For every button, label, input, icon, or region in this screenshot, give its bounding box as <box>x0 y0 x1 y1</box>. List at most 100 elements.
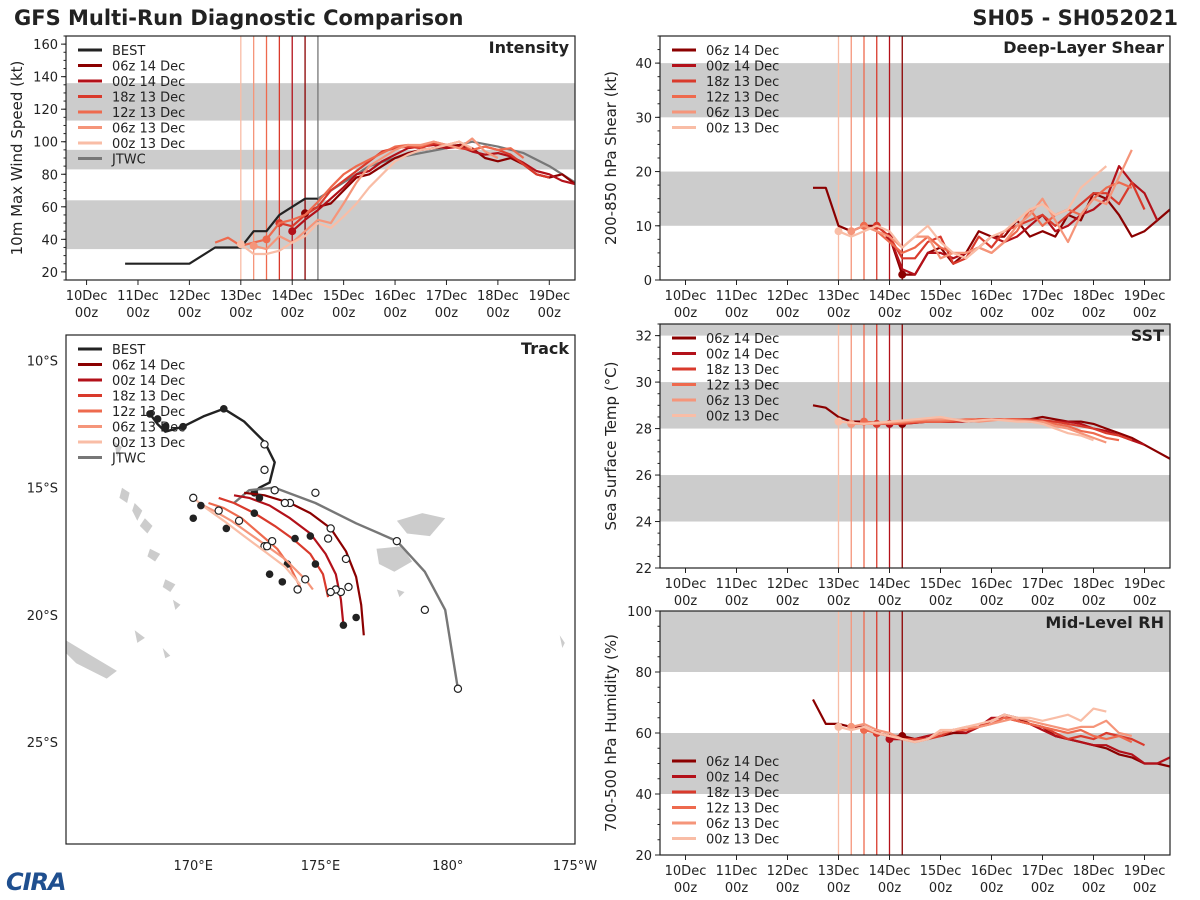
legend-label: 00z 13 Dec <box>706 833 779 848</box>
x-tick-label-date: 12Dec <box>767 289 809 304</box>
series-marker <box>834 417 843 426</box>
x-tick-label-date: 13Dec <box>818 864 860 879</box>
island <box>66 640 117 679</box>
track-open-dot <box>344 582 353 592</box>
plot-content <box>812 611 1170 855</box>
x-tick-label-hour: 00z <box>178 306 202 321</box>
track-open-dot <box>234 516 244 525</box>
lat-tick-label: 20°S <box>27 609 58 624</box>
x-tick-label-hour: 00z <box>1082 594 1106 609</box>
track-open-dot <box>323 534 333 543</box>
island <box>139 518 153 534</box>
track-dot <box>265 570 274 579</box>
shade-band <box>660 324 1170 336</box>
shade-band <box>660 63 1170 118</box>
track-dot <box>153 415 162 423</box>
island <box>162 579 176 592</box>
x-tick-label-date: 11Dec <box>716 289 758 304</box>
legend-label: 12z 13 Dec <box>706 802 779 817</box>
lon-tick-label: 170°E <box>173 859 213 874</box>
x-tick-label-date: 14Dec <box>869 289 911 304</box>
x-tick-label-date: 10Dec <box>66 289 108 304</box>
series-marker <box>249 241 258 250</box>
x-tick-label-date: 15Dec <box>323 289 365 304</box>
plot-content <box>813 36 1170 280</box>
shade-band <box>660 611 1170 672</box>
legend-label: 12z 13 Dec <box>112 106 185 121</box>
legend-label: 00z 13 Dec <box>706 410 779 425</box>
island <box>376 546 413 572</box>
track-dot <box>306 532 315 540</box>
track-dot <box>339 621 348 629</box>
legend-label: 06z 13 Dec <box>706 106 779 121</box>
series-marker <box>847 227 856 236</box>
lat-tick-label: 25°S <box>27 736 58 751</box>
x-tick-label-date: 17Dec <box>1022 864 1064 879</box>
x-tick-label-date: 12Dec <box>767 864 809 879</box>
plot-content <box>812 324 1170 568</box>
x-tick-label-date: 15Dec <box>920 289 962 304</box>
x-tick-label-date: 17Dec <box>1022 289 1064 304</box>
x-tick-label-hour: 00z <box>674 594 698 609</box>
x-tick-label-hour: 00z <box>827 594 851 609</box>
x-tick-label-date: 11Dec <box>716 864 758 879</box>
legend-label: 06z 14 Dec <box>706 755 779 770</box>
legend-label: 06z 14 Dec <box>112 60 185 75</box>
panel-title: Intensity <box>489 38 570 57</box>
y-tick-label: 30 <box>635 376 652 391</box>
track-dot <box>311 560 320 568</box>
track-open-dot <box>293 585 302 594</box>
map-frame <box>65 334 576 845</box>
series-marker <box>288 227 297 236</box>
legend-label: 18z 13 Dec <box>112 91 185 106</box>
track-line <box>149 407 276 494</box>
x-tick-label-date: 12Dec <box>169 289 211 304</box>
series-line <box>838 415 1094 442</box>
x-tick-label-hour: 00z <box>776 306 800 321</box>
track-open-dot <box>214 506 223 515</box>
x-tick-label-hour: 00z <box>75 306 99 321</box>
x-tick-label-date: 15Dec <box>920 577 962 592</box>
x-tick-label-hour: 00z <box>1133 594 1157 609</box>
y-tick-label: 26 <box>635 469 652 484</box>
legend-label: 06z 13 Dec <box>706 394 779 409</box>
x-tick-label-date: 19Dec <box>528 289 570 304</box>
shade-band <box>660 171 1170 226</box>
x-tick-label-date: 13Dec <box>220 289 262 304</box>
y-tick-label: 22 <box>635 562 652 577</box>
legend-label: 06z 14 Dec <box>112 359 185 374</box>
x-tick-label-hour: 00z <box>929 881 953 896</box>
plot-frame <box>659 323 1171 569</box>
track-open-dot <box>267 536 277 546</box>
y-axis-label: 200-850 hPa Shear (kt) <box>602 71 620 245</box>
x-tick-label-hour: 00z <box>929 594 953 609</box>
plot-content <box>125 36 575 280</box>
legend-label: 00z 14 Dec <box>112 75 185 90</box>
island <box>119 487 130 503</box>
track-open-dot <box>280 498 290 508</box>
lon-tick-label: 175°W <box>553 859 597 874</box>
x-tick-label-date: 14Dec <box>869 864 911 879</box>
lat-tick-label: 15°S <box>27 482 58 497</box>
legend-label: 18z 13 Dec <box>706 363 779 378</box>
x-tick-label-date: 17Dec <box>1022 577 1064 592</box>
intensity-panel: 20 40 60 80 100 120 140 160 10Dec 00z 11Dec 00z 12De… <box>8 35 576 321</box>
series-line <box>888 165 1159 276</box>
series-line <box>876 713 1145 747</box>
x-tick-label-hour: 00z <box>1031 881 1055 896</box>
legend-label: JTWC <box>111 452 146 467</box>
legend-label: 18z 13 Dec <box>112 390 185 405</box>
island <box>134 630 145 643</box>
x-tick-label-date: 16Dec <box>374 289 416 304</box>
series-line <box>850 149 1133 260</box>
legend-label: 00z 14 Dec <box>112 374 185 389</box>
panel-title: Deep-Layer Shear <box>1003 38 1164 57</box>
track-line <box>233 486 460 689</box>
plot-area <box>660 324 1170 568</box>
y-axis-label: 10m Max Wind Speed (kt) <box>8 61 26 256</box>
x-tick-label-hour: 00z <box>725 881 749 896</box>
